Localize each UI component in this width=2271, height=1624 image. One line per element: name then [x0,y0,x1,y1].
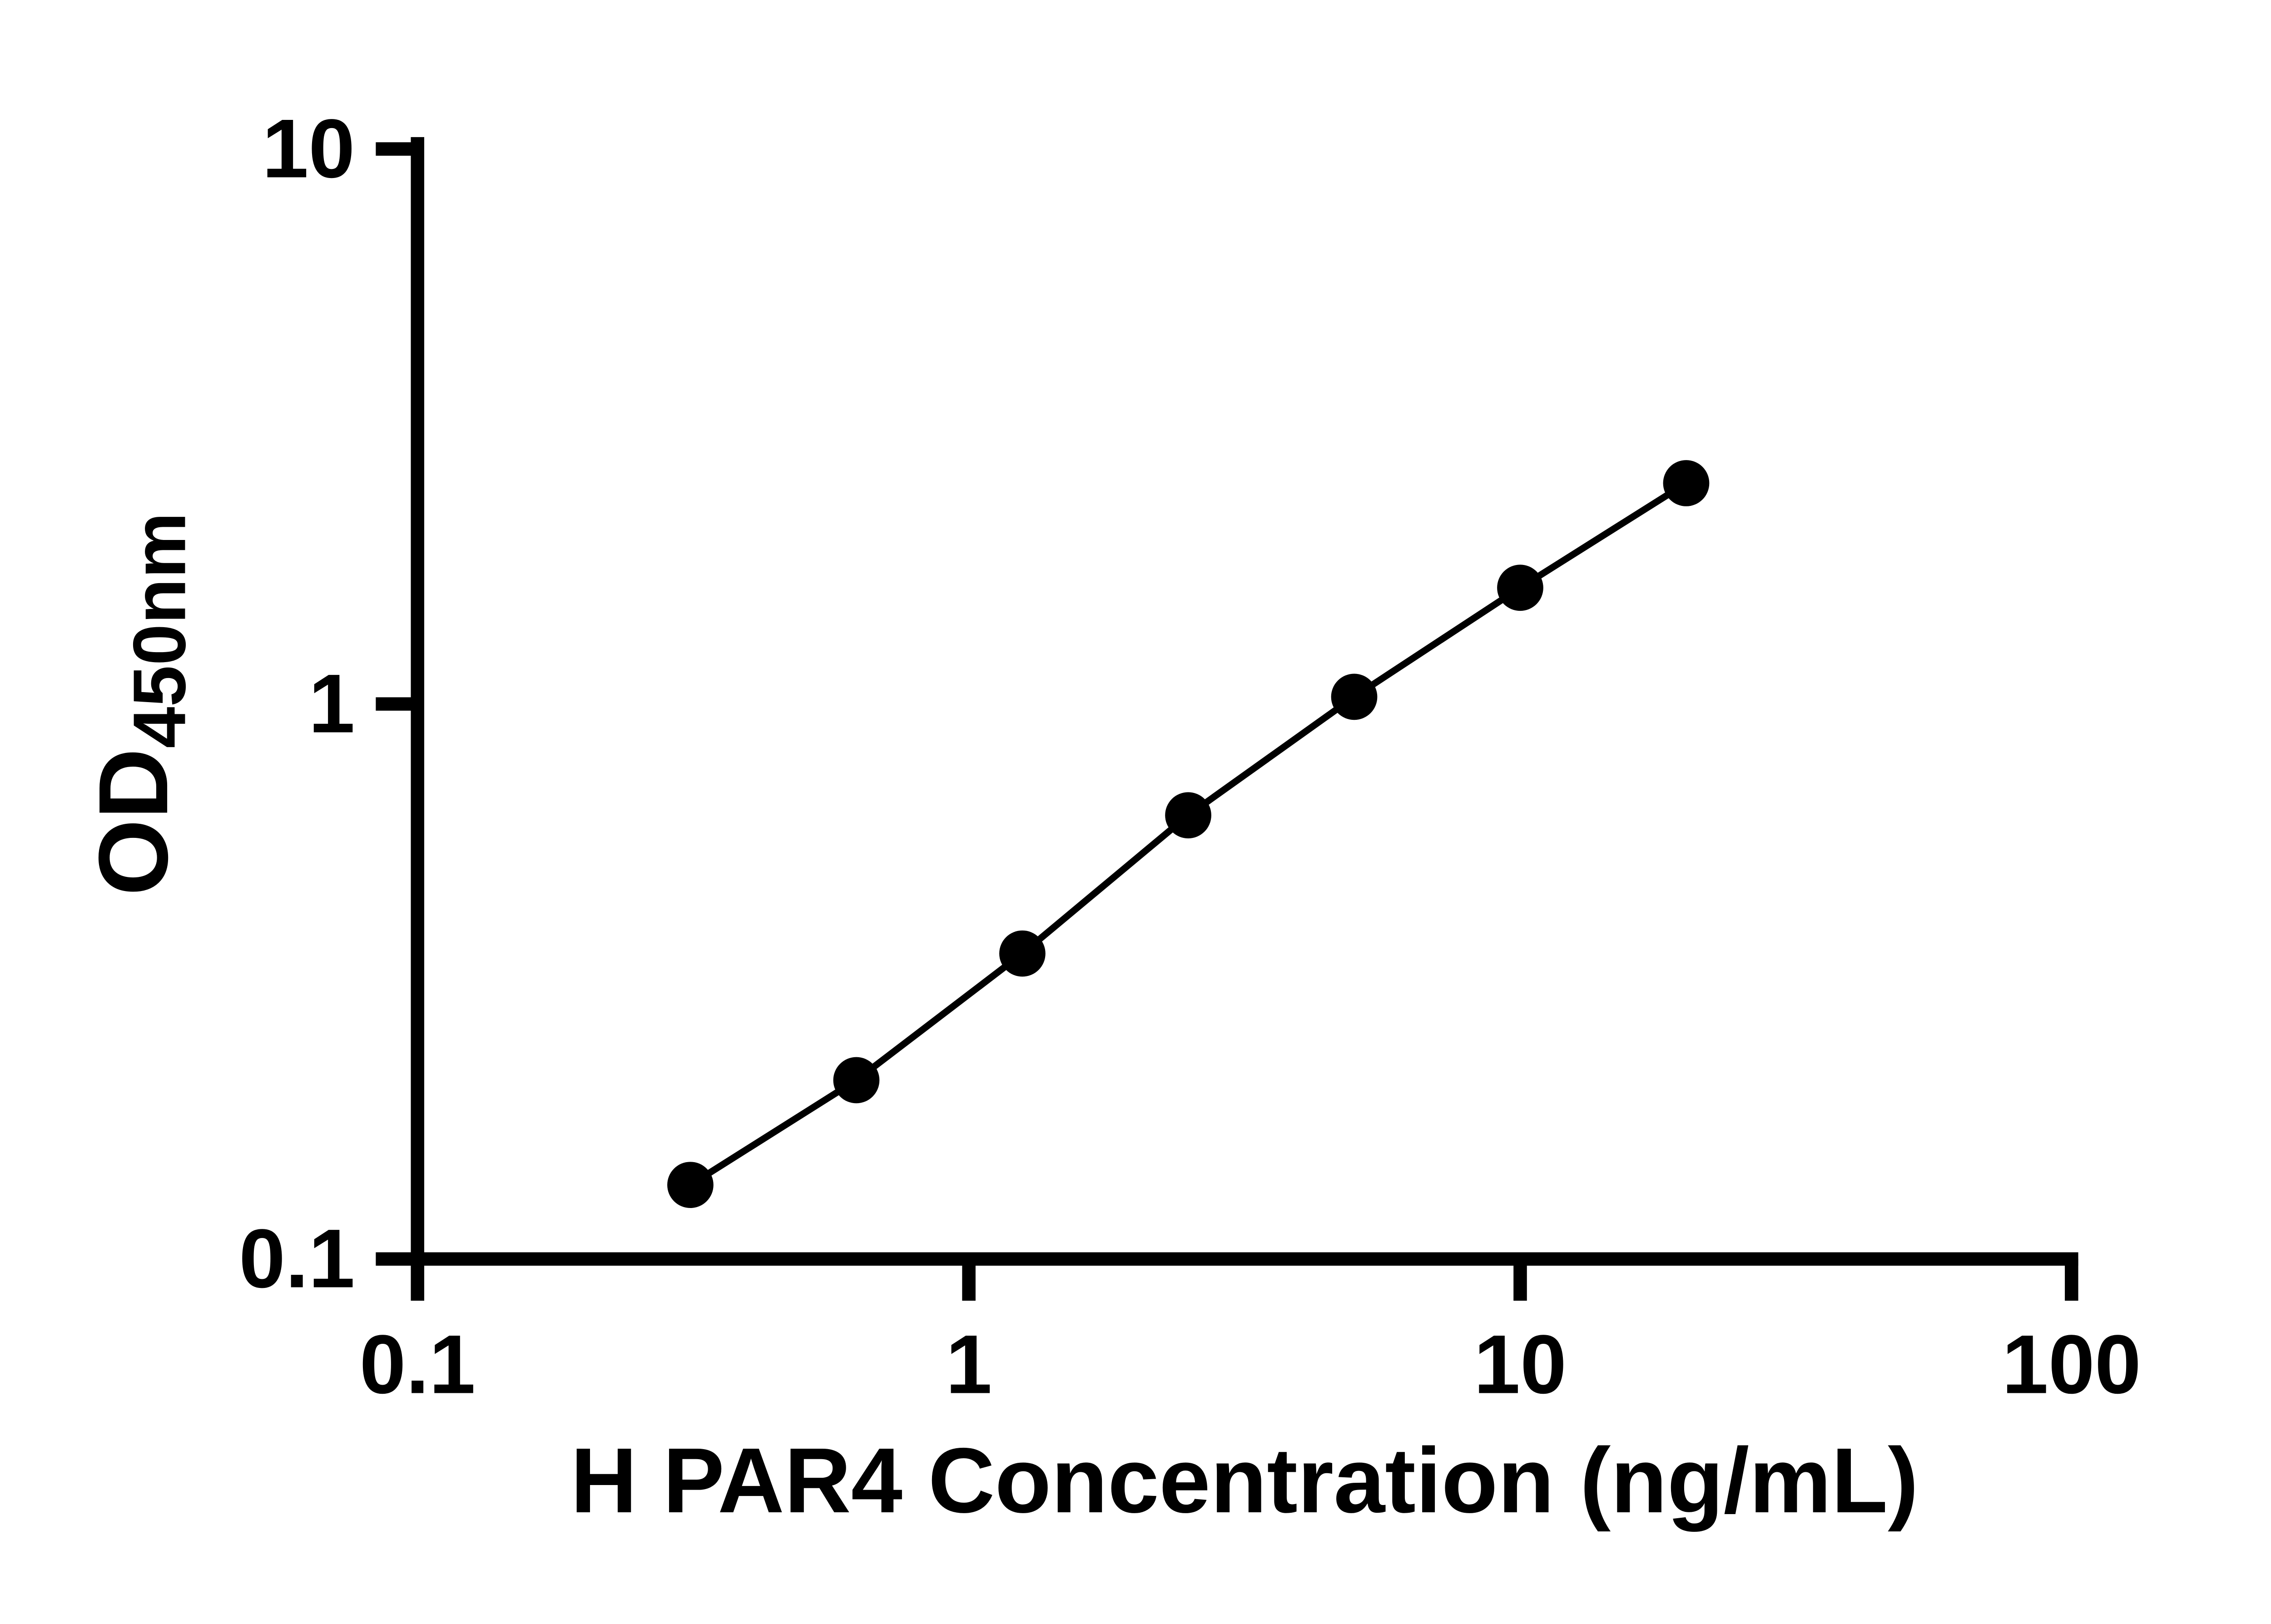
data-point [1165,792,1211,839]
x-tick-label: 10 [1474,1317,1567,1411]
data-point [1331,673,1378,720]
x-tick-label: 0.1 [360,1317,476,1411]
data-point [999,930,1046,977]
data-point [1497,564,1543,611]
data-point [1663,460,1710,506]
data-point [833,1057,880,1104]
data-point [667,1162,714,1208]
y-tick-label: 0.1 [239,1212,355,1305]
x-tick-label: 100 [2002,1317,2142,1411]
x-axis-title: H PAR4 Concentration (ng/mL) [570,1429,1919,1532]
y-tick-label: 1 [308,657,355,750]
y-tick-label: 10 [262,102,355,195]
x-tick-label: 1 [946,1317,992,1411]
y-axis-title: OD450nm [78,512,201,896]
